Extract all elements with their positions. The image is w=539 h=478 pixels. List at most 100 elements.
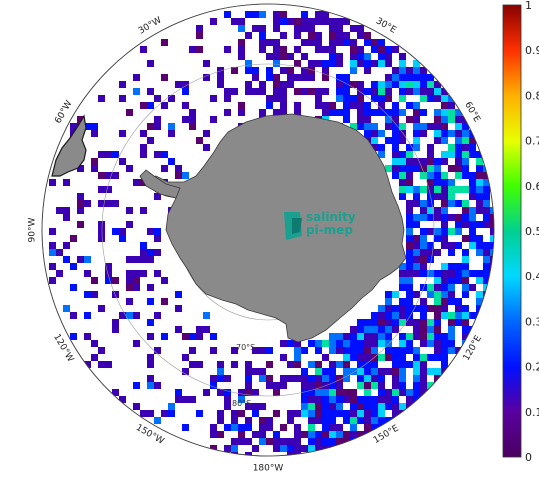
data-pixel <box>462 172 469 179</box>
data-pixel <box>336 403 343 410</box>
data-pixel <box>287 74 294 81</box>
data-pixel <box>322 46 329 53</box>
data-pixel <box>343 410 350 417</box>
data-pixel <box>469 242 476 249</box>
data-pixel <box>434 228 441 235</box>
data-pixel <box>413 242 420 249</box>
data-pixel <box>322 410 329 417</box>
data-pixel <box>280 81 287 88</box>
data-pixel <box>399 361 406 368</box>
data-pixel <box>371 333 378 340</box>
data-pixel <box>427 228 434 235</box>
data-pixel <box>350 340 357 347</box>
data-pixel <box>420 305 427 312</box>
data-pixel <box>399 158 406 165</box>
data-pixel <box>378 382 385 389</box>
data-pixel <box>245 375 252 382</box>
data-pixel <box>462 277 469 284</box>
data-pixel <box>105 263 112 270</box>
data-pixel <box>147 333 154 340</box>
data-pixel <box>357 95 364 102</box>
data-pixel <box>329 102 336 109</box>
data-pixel <box>175 396 182 403</box>
data-pixel <box>476 172 483 179</box>
data-pixel <box>329 333 336 340</box>
data-pixel <box>322 438 329 445</box>
data-pixel <box>336 53 343 60</box>
data-pixel <box>112 172 119 179</box>
data-pixel <box>385 95 392 102</box>
data-pixel <box>343 396 350 403</box>
data-pixel <box>266 74 273 81</box>
data-pixel <box>448 228 455 235</box>
data-pixel <box>98 95 105 102</box>
data-pixel <box>427 368 434 375</box>
data-pixel <box>119 396 126 403</box>
data-pixel <box>455 144 462 151</box>
data-pixel <box>329 109 336 116</box>
data-pixel <box>266 95 273 102</box>
data-pixel <box>455 214 462 221</box>
data-pixel <box>343 39 350 46</box>
data-pixel <box>413 368 420 375</box>
data-pixel <box>98 172 105 179</box>
data-pixel <box>140 242 147 249</box>
data-pixel <box>364 39 371 46</box>
data-pixel <box>294 431 301 438</box>
data-pixel <box>371 95 378 102</box>
data-pixel <box>280 53 287 60</box>
data-pixel <box>91 354 98 361</box>
data-pixel <box>357 417 364 424</box>
data-pixel <box>56 249 63 256</box>
data-pixel <box>392 109 399 116</box>
data-pixel <box>350 354 357 361</box>
data-pixel <box>364 67 371 74</box>
data-pixel <box>70 284 77 291</box>
data-pixel <box>364 130 371 137</box>
data-pixel <box>399 67 406 74</box>
data-pixel <box>154 249 161 256</box>
data-pixel <box>161 151 168 158</box>
data-pixel <box>385 123 392 130</box>
data-pixel <box>322 403 329 410</box>
data-pixel <box>182 116 189 123</box>
data-pixel <box>336 109 343 116</box>
data-pixel <box>413 235 420 242</box>
data-pixel <box>406 319 413 326</box>
data-pixel <box>399 347 406 354</box>
data-pixel <box>406 340 413 347</box>
data-pixel <box>441 116 448 123</box>
data-pixel <box>315 389 322 396</box>
data-pixel <box>441 151 448 158</box>
data-pixel <box>105 277 112 284</box>
data-pixel <box>413 354 420 361</box>
data-pixel <box>413 270 420 277</box>
data-pixel <box>427 249 434 256</box>
data-pixel <box>175 291 182 298</box>
data-pixel <box>224 396 231 403</box>
data-pixel <box>161 298 168 305</box>
data-pixel <box>427 144 434 151</box>
data-pixel <box>364 333 371 340</box>
data-pixel <box>105 151 112 158</box>
data-pixel <box>427 305 434 312</box>
data-pixel <box>350 67 357 74</box>
data-pixel <box>343 340 350 347</box>
data-pixel <box>259 417 266 424</box>
data-pixel <box>378 46 385 53</box>
data-pixel <box>231 347 238 354</box>
data-pixel <box>98 200 105 207</box>
data-pixel <box>371 319 378 326</box>
data-pixel <box>385 74 392 81</box>
data-pixel <box>413 102 420 109</box>
data-pixel <box>448 277 455 284</box>
data-pixel <box>448 249 455 256</box>
data-pixel <box>350 396 357 403</box>
data-pixel <box>385 88 392 95</box>
data-pixel <box>364 102 371 109</box>
data-pixel <box>434 312 441 319</box>
data-pixel <box>462 144 469 151</box>
data-pixel <box>406 361 413 368</box>
data-pixel <box>357 88 364 95</box>
data-pixel <box>168 123 175 130</box>
